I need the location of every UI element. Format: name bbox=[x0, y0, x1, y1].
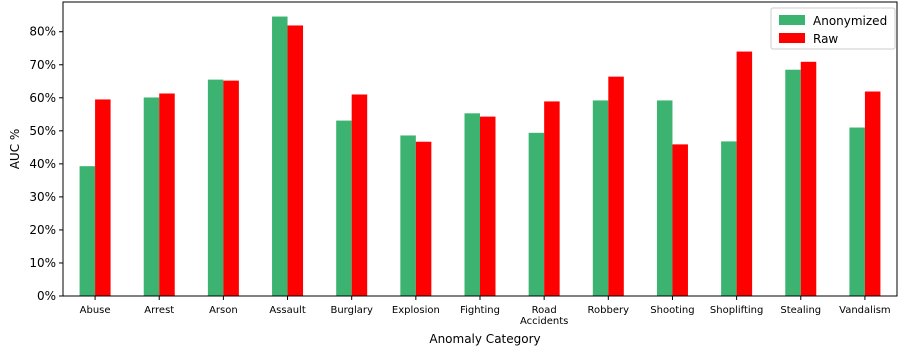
y-tick-label: 80% bbox=[29, 25, 56, 39]
bar-raw-fighting bbox=[480, 116, 496, 296]
axes-layer: 0% 10% 20% 30% 40% 50% 60% 70% 80% Abuse Arrest Ars… bbox=[29, 1, 898, 327]
bar-anonymized-assault bbox=[272, 16, 288, 297]
bar-raw-abuse bbox=[95, 99, 111, 297]
bar-raw-shooting bbox=[672, 144, 688, 296]
bar-raw-assault bbox=[287, 25, 304, 297]
bar-anonymized-explosion bbox=[400, 135, 416, 296]
bar-anonymized-shoplifting bbox=[721, 141, 737, 296]
x-tick-label-burglary: Burglary bbox=[330, 305, 372, 316]
bar-raw-vandalism bbox=[864, 91, 881, 296]
x-tick-label-arrest: Arrest bbox=[144, 305, 174, 316]
x-tick-label-shoplifting: Shoplifting bbox=[710, 305, 763, 316]
x-tick-label-abuse: Abuse bbox=[80, 305, 111, 316]
x-tick-label-assault: Assault bbox=[269, 305, 306, 316]
legend: Anonymized Raw bbox=[770, 7, 896, 50]
bar-raw-burglary bbox=[351, 94, 368, 296]
bar-anonymized-robbery bbox=[592, 100, 609, 296]
x-tick-label-arson: Arson bbox=[209, 305, 238, 316]
y-axis-label: AUC % bbox=[8, 129, 22, 170]
bar-anonymized-arson bbox=[207, 79, 224, 296]
bar-raw-shoplifting bbox=[736, 51, 753, 296]
bars-layer bbox=[79, 16, 881, 297]
x-tick-label-vandalism: Vandalism bbox=[839, 305, 891, 316]
y-tick-label: 50% bbox=[29, 124, 56, 138]
legend-label-raw: Raw bbox=[813, 32, 838, 46]
x-tick-label-shooting: Shooting bbox=[650, 305, 694, 316]
legend-swatch-raw bbox=[779, 33, 805, 43]
x-tick-label-explosion: Explosion bbox=[392, 305, 440, 316]
bar-raw-road-accidents bbox=[544, 101, 560, 296]
x-tick-label-robbery: Robbery bbox=[588, 305, 630, 316]
y-tick-label: 40% bbox=[29, 157, 56, 171]
x-tick-label-stealing: Stealing bbox=[780, 305, 821, 316]
bar-raw-arson bbox=[223, 80, 239, 296]
bar-anonymized-stealing bbox=[785, 69, 801, 296]
legend-swatch-anonymized bbox=[779, 15, 805, 25]
legend-label-anonymized: Anonymized bbox=[813, 14, 887, 28]
y-tick-label: 0% bbox=[37, 289, 56, 303]
x-tick-label-fighting: Fighting bbox=[460, 305, 500, 316]
x-axis-label: Anomaly Category bbox=[429, 332, 540, 346]
bar-anonymized-abuse bbox=[79, 166, 96, 296]
bar-anonymized-vandalism bbox=[849, 127, 865, 296]
bar-anonymized-road-accidents bbox=[528, 132, 545, 296]
y-tick-label: 10% bbox=[29, 256, 56, 270]
x-tick-label-road-accidents: Road Accidents bbox=[520, 305, 568, 327]
bar-raw-arrest bbox=[159, 93, 175, 296]
bar-anonymized-shooting bbox=[656, 100, 673, 296]
y-tick-label: 60% bbox=[29, 91, 56, 105]
bar-anonymized-burglary bbox=[336, 120, 352, 297]
bar-anonymized-fighting bbox=[464, 113, 480, 296]
bar-raw-stealing bbox=[800, 61, 817, 296]
bar-raw-robbery bbox=[608, 76, 624, 296]
y-tick-label: 30% bbox=[29, 190, 56, 204]
y-tick-label: 70% bbox=[29, 58, 56, 72]
bar-raw-explosion bbox=[415, 141, 432, 296]
y-tick-label: 20% bbox=[29, 223, 56, 237]
bar-anonymized-arrest bbox=[143, 97, 160, 297]
